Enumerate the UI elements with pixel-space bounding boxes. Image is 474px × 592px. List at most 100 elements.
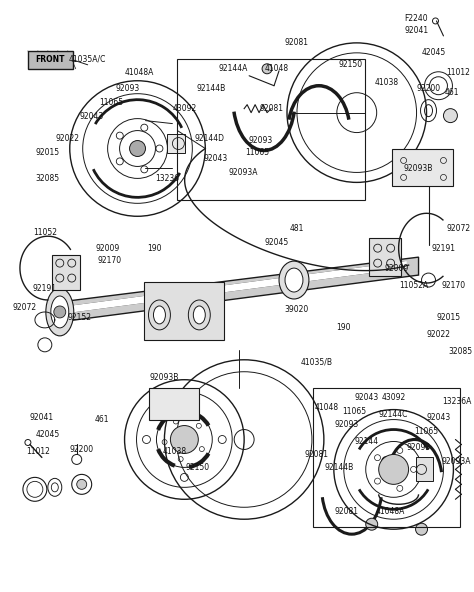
- Text: 92144D: 92144D: [194, 134, 224, 143]
- Bar: [313, 388, 460, 527]
- Bar: [149, 388, 199, 420]
- Text: 92170: 92170: [441, 281, 465, 289]
- Text: 92093A: 92093A: [228, 168, 258, 177]
- Text: 92170: 92170: [98, 256, 122, 265]
- Circle shape: [171, 426, 198, 453]
- Text: 92200: 92200: [70, 445, 94, 454]
- Ellipse shape: [279, 261, 309, 299]
- Text: 41048A: 41048A: [376, 507, 405, 516]
- Bar: [28, 51, 73, 69]
- Text: 92093B: 92093B: [404, 164, 433, 173]
- Circle shape: [416, 523, 428, 535]
- Bar: [167, 134, 185, 153]
- Text: 13236: 13236: [155, 174, 180, 183]
- Text: 92015: 92015: [437, 313, 461, 323]
- Text: 92072: 92072: [447, 224, 471, 233]
- Text: 92150: 92150: [185, 463, 210, 472]
- Text: 92043: 92043: [203, 154, 228, 163]
- Text: 32085: 32085: [36, 174, 60, 183]
- Circle shape: [444, 109, 457, 123]
- Text: 41048: 41048: [315, 403, 339, 412]
- Text: F2240: F2240: [405, 14, 428, 24]
- Circle shape: [382, 456, 392, 466]
- Circle shape: [366, 518, 378, 530]
- Bar: [392, 149, 454, 186]
- Text: 461: 461: [94, 415, 109, 424]
- Bar: [416, 458, 434, 481]
- Text: 92041: 92041: [404, 27, 428, 36]
- Text: 41035A/C: 41035A/C: [69, 54, 106, 63]
- Text: 11052: 11052: [33, 228, 57, 237]
- Text: 39020: 39020: [285, 305, 309, 314]
- Text: 92152: 92152: [68, 313, 92, 323]
- Text: 92022: 92022: [427, 330, 450, 339]
- Polygon shape: [60, 257, 419, 322]
- Text: 11065: 11065: [342, 407, 366, 416]
- Text: 92043: 92043: [80, 112, 104, 121]
- Text: 92144: 92144: [355, 437, 379, 446]
- Ellipse shape: [285, 268, 303, 292]
- Text: 92072: 92072: [13, 304, 37, 313]
- Text: 190: 190: [337, 323, 351, 332]
- Text: 92081: 92081: [285, 38, 309, 47]
- Ellipse shape: [148, 300, 171, 330]
- Text: 92015: 92015: [36, 148, 60, 157]
- Text: 92093A: 92093A: [442, 457, 471, 466]
- Text: 92093: 92093: [116, 84, 140, 93]
- Text: 92041: 92041: [30, 413, 54, 422]
- Text: 11065: 11065: [414, 427, 438, 436]
- Text: 32085: 32085: [448, 348, 473, 356]
- Text: 92045: 92045: [265, 237, 289, 247]
- Bar: [145, 282, 224, 340]
- Bar: [369, 238, 401, 276]
- Text: 92144C: 92144C: [379, 410, 408, 419]
- Bar: [177, 59, 365, 200]
- Text: 92150: 92150: [339, 60, 363, 69]
- Circle shape: [77, 480, 87, 490]
- Text: 92081: 92081: [305, 450, 329, 459]
- Text: 92200: 92200: [417, 84, 440, 93]
- Circle shape: [54, 306, 66, 318]
- Text: 11065: 11065: [100, 98, 124, 107]
- Text: 11052A: 11052A: [399, 281, 428, 289]
- Text: 42045: 42045: [36, 430, 60, 439]
- Text: 92043: 92043: [355, 393, 379, 402]
- Ellipse shape: [51, 296, 69, 328]
- Text: 41038: 41038: [374, 78, 399, 87]
- Text: 92191: 92191: [431, 244, 456, 253]
- Text: 481: 481: [290, 224, 304, 233]
- Text: 92009: 92009: [384, 263, 409, 272]
- Text: 43092: 43092: [382, 393, 406, 402]
- Text: 92081: 92081: [259, 104, 283, 113]
- Text: 41035/B: 41035/B: [301, 357, 333, 366]
- Text: 11012: 11012: [447, 68, 470, 78]
- Text: 41048A: 41048A: [125, 68, 154, 78]
- Bar: [52, 255, 80, 290]
- Text: 11012: 11012: [26, 447, 50, 456]
- Ellipse shape: [46, 288, 74, 336]
- Ellipse shape: [193, 306, 205, 324]
- Text: FRONT: FRONT: [36, 55, 65, 65]
- Text: 92144A: 92144A: [219, 65, 248, 73]
- Ellipse shape: [188, 300, 210, 330]
- Text: 92093: 92093: [406, 443, 431, 452]
- Text: 92022: 92022: [56, 134, 80, 143]
- Circle shape: [262, 64, 272, 74]
- Text: 92081: 92081: [335, 507, 359, 516]
- Text: 43092: 43092: [172, 104, 197, 113]
- Text: 41048: 41048: [265, 65, 289, 73]
- Text: 92144B: 92144B: [324, 463, 354, 472]
- Ellipse shape: [154, 306, 165, 324]
- Circle shape: [129, 140, 146, 156]
- Text: 13236A: 13236A: [442, 397, 471, 406]
- Text: 92009: 92009: [95, 244, 120, 253]
- Text: 42045: 42045: [421, 49, 446, 57]
- Text: 92144B: 92144B: [197, 84, 226, 93]
- Circle shape: [379, 455, 409, 484]
- Text: 92093: 92093: [249, 136, 273, 145]
- Text: 41038: 41038: [162, 447, 186, 456]
- Text: 92093B: 92093B: [150, 373, 179, 382]
- Text: 461: 461: [444, 88, 459, 97]
- Text: 92093: 92093: [335, 420, 359, 429]
- Text: 11065: 11065: [245, 148, 269, 157]
